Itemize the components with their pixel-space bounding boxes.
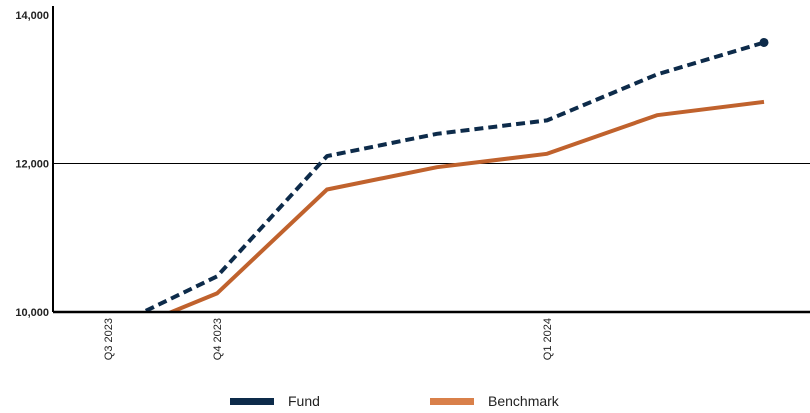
x-tick-label: Q4 2023 <box>212 318 224 360</box>
series-lines <box>138 40 765 312</box>
series-line-benchmark <box>166 99 765 312</box>
y-tick-label: 10,000 <box>15 307 49 319</box>
y-tick-label: 12,000 <box>15 159 49 171</box>
legend-swatch-fund <box>230 398 274 405</box>
x-tick-label: Q1 2024 <box>542 318 554 360</box>
series-markers <box>759 37 769 47</box>
series-line-fund <box>138 40 765 312</box>
x-tick-label: Q3 2023 <box>103 318 115 360</box>
y-tick-label: 14,000 <box>15 10 49 22</box>
x-axis-ticks: Q3 2023 Q4 2023 Q1 2024 <box>103 318 554 360</box>
y-axis-ticks: 10,000 12,000 14,000 <box>15 10 49 319</box>
series-end-marker-fund <box>759 37 769 47</box>
legend-label-benchmark: Benchmark <box>488 393 560 409</box>
legend-swatch-benchmark <box>430 398 474 405</box>
legend: Fund Benchmark <box>230 393 560 409</box>
legend-label-fund: Fund <box>288 393 320 409</box>
